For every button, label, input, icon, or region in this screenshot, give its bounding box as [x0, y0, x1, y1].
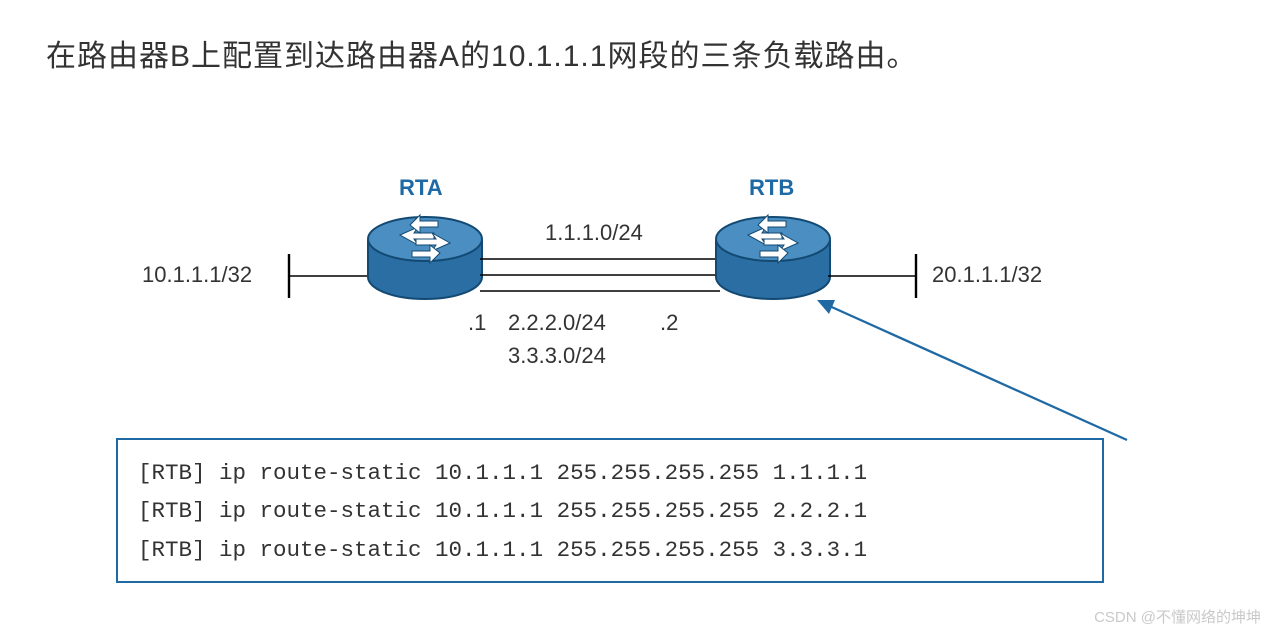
page-title: 在路由器B上配置到达路由器A的10.1.1.1网段的三条负载路由。 — [46, 30, 1146, 84]
rta-dot: .1 — [468, 310, 486, 336]
rta-label: RTA — [399, 175, 443, 201]
code-line-1: [RTB] ip route-static 10.1.1.1 255.255.2… — [138, 454, 1082, 492]
code-line-2: [RTB] ip route-static 10.1.1.1 255.255.2… — [138, 492, 1082, 530]
code-line-3: [RTB] ip route-static 10.1.1.1 255.255.2… — [138, 531, 1082, 569]
watermark: CSDN @不懂网络的坤坤 — [1094, 606, 1261, 627]
callout-arrow — [815, 290, 1145, 450]
rtb-dot: .2 — [660, 310, 678, 336]
link3-label: 3.3.3.0/24 — [508, 343, 606, 369]
rtb-right-net-label: 20.1.1.1/32 — [932, 262, 1042, 288]
router-rta-icon — [362, 207, 488, 307]
rtb-label: RTB — [749, 175, 794, 201]
link2-label: 2.2.2.0/24 — [508, 310, 606, 336]
config-code-box: [RTB] ip route-static 10.1.1.1 255.255.2… — [116, 438, 1104, 583]
rta-left-net-label: 10.1.1.1/32 — [142, 262, 252, 288]
parallel-links — [480, 245, 720, 305]
link1-label: 1.1.1.0/24 — [545, 220, 643, 246]
